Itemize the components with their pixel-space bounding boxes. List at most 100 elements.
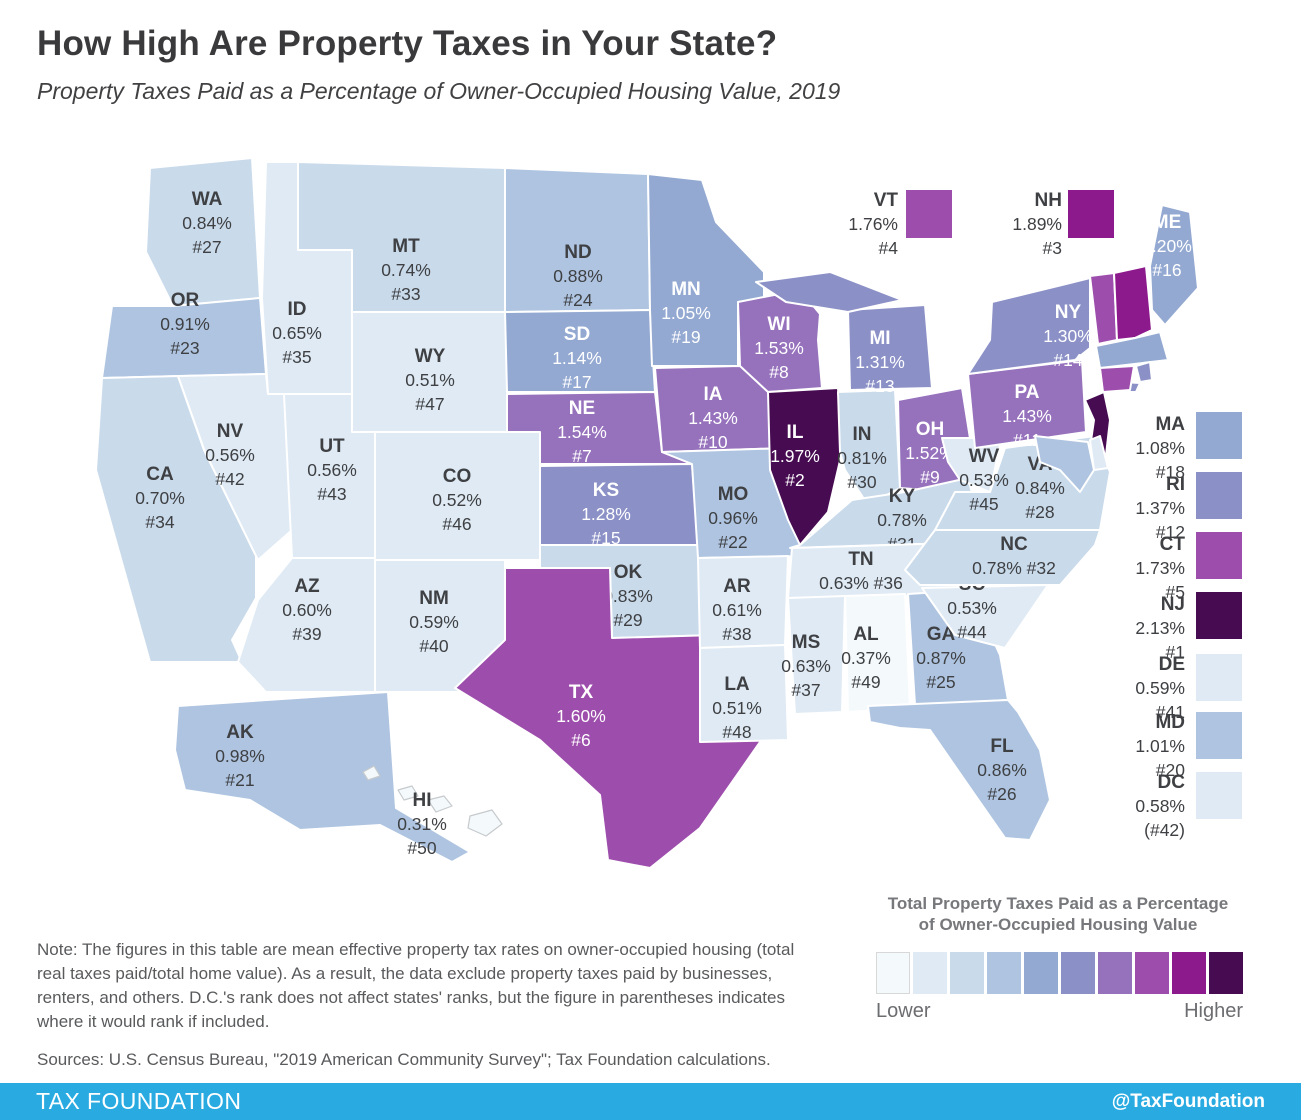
state-ok-label: 0.83% <box>603 586 653 606</box>
state-mt-label: 0.74% <box>381 260 431 280</box>
state-tn-label: 0.63% #36 <box>819 573 903 593</box>
state-mn-label: #19 <box>671 327 700 347</box>
state-ks-label: 1.28% <box>581 504 631 524</box>
state-nc-label: 0.78% #32 <box>972 558 1056 578</box>
state-ar-label: AR <box>723 576 751 597</box>
legend-range-labels: Lower Higher <box>876 1000 1243 1023</box>
state-sd-label: SD <box>564 324 590 345</box>
state-ut-label: UT <box>319 436 345 457</box>
state-nh-shape <box>1113 265 1153 341</box>
state-mt-label: #33 <box>391 284 420 304</box>
state-mo-label: MO <box>718 484 749 505</box>
legend-swatch <box>1024 952 1058 994</box>
legend-swatch <box>950 952 984 994</box>
state-mi-shape <box>755 271 903 313</box>
state-vt-swatch <box>906 190 952 238</box>
legend-swatch <box>1098 952 1132 994</box>
legend-swatch <box>913 952 947 994</box>
state-ak-label: AK <box>226 722 254 743</box>
legend-lower-label: Lower <box>876 1000 931 1022</box>
state-in-label: 0.81% <box>837 448 887 468</box>
state-la-label: LA <box>724 674 750 695</box>
state-in-label: IN <box>853 424 872 445</box>
state-or-label: #23 <box>170 338 199 358</box>
state-ma-label: MA <box>1155 414 1185 435</box>
state-mo-label: #22 <box>718 532 747 552</box>
state-pa-label: #11 <box>1013 430 1041 450</box>
state-mi-shape <box>847 304 933 391</box>
state-de-label: 0.59% <box>1135 678 1185 698</box>
state-ms-label: #37 <box>791 680 820 700</box>
state-wv-label: 0.53% <box>959 470 1009 490</box>
state-dc-label: 0.58% <box>1135 796 1185 816</box>
state-wy-label: WY <box>415 346 446 367</box>
state-nj-label: NJ <box>1161 594 1185 615</box>
state-mi-label: MI <box>869 328 890 349</box>
legend-swatch <box>987 952 1021 994</box>
state-mn-label: MN <box>671 279 701 300</box>
state-fl-label: FL <box>990 736 1014 757</box>
state-fl-shape <box>867 699 1051 841</box>
state-wi-label: #8 <box>769 362 788 382</box>
state-ne-label: NE <box>569 398 595 419</box>
state-nd-label: ND <box>564 242 591 263</box>
state-oh-label: OH <box>916 419 945 440</box>
state-nh-swatch <box>1068 190 1114 238</box>
state-ne-label: #7 <box>572 446 591 466</box>
state-ri-label: 1.37% <box>1135 498 1185 518</box>
state-ma-label: #18 <box>1156 462 1185 482</box>
state-hi-shape <box>427 795 453 813</box>
state-md-label: #20 <box>1156 760 1185 780</box>
state-wv-label: WV <box>969 446 1000 467</box>
state-ak-shape <box>174 691 471 863</box>
state-mn-label: 1.05% <box>661 303 711 323</box>
legend-title-line2: of Owner-Occupied Housing Value <box>918 915 1198 934</box>
state-tx-label: 1.60% <box>556 706 606 726</box>
footer-handle: @TaxFoundation <box>1111 1090 1265 1112</box>
state-il-label: IL <box>787 422 804 443</box>
state-ny-label: NY <box>1055 302 1082 323</box>
state-sc-label: 0.53% <box>947 598 997 618</box>
state-wa-label: WA <box>192 189 223 210</box>
state-wa-label: #27 <box>192 237 221 257</box>
state-dc-swatch <box>1196 772 1242 819</box>
state-tx-shape <box>454 567 761 869</box>
state-mo-label: 0.96% <box>708 508 758 528</box>
state-la-shape <box>699 644 789 743</box>
state-co-label: 0.52% <box>432 490 482 510</box>
state-ar-label: 0.61% <box>712 600 762 620</box>
state-ks-label: KS <box>593 480 619 501</box>
legend-title-line1: Total Property Taxes Paid as a Percentag… <box>887 894 1229 913</box>
state-mi-label: #13 <box>865 376 894 396</box>
state-nv-label: NV <box>217 421 244 442</box>
state-md-swatch <box>1196 712 1242 759</box>
footer-bar: TAX FOUNDATION @TaxFoundation <box>0 1083 1301 1120</box>
state-ct-swatch <box>1196 532 1242 579</box>
state-ar-label: #38 <box>722 624 751 644</box>
state-sd-label: #17 <box>562 372 591 392</box>
state-nv-label: #42 <box>215 469 244 489</box>
state-il-label: #2 <box>785 470 804 490</box>
state-al-label: 0.37% <box>841 648 891 668</box>
state-ak-label: #21 <box>225 770 254 790</box>
state-ms-shape <box>787 595 846 715</box>
state-dc-label: DC <box>1158 772 1186 793</box>
state-ny-label: 1.30% <box>1043 326 1093 346</box>
state-wi-label: WI <box>767 314 790 335</box>
state-va-label: 0.84% <box>1015 478 1065 498</box>
state-hi-label: 0.31% <box>397 814 447 834</box>
page-subtitle: Property Taxes Paid as a Percentage of O… <box>37 78 841 104</box>
state-mi-label: 1.31% <box>855 352 905 372</box>
state-tn-label: TN <box>848 549 873 570</box>
state-hi-label: #50 <box>407 838 436 858</box>
state-pa-label: PA <box>1015 382 1040 403</box>
state-nm-label: #40 <box>419 636 448 656</box>
state-ct-label: 1.73% <box>1135 558 1185 578</box>
state-ks-label: #15 <box>591 528 620 548</box>
state-ne-label: 1.54% <box>557 422 607 442</box>
legend-swatch <box>876 952 910 994</box>
state-id-label: #35 <box>282 347 311 367</box>
legend-swatch <box>1135 952 1169 994</box>
